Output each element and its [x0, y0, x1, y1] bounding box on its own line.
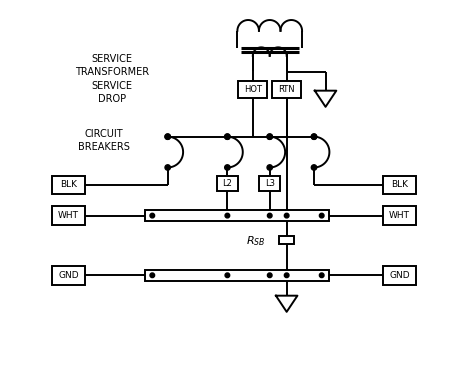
- Circle shape: [165, 134, 170, 139]
- Circle shape: [267, 165, 273, 170]
- Circle shape: [319, 213, 324, 218]
- Text: $R_{SB}$: $R_{SB}$: [246, 234, 266, 248]
- Text: L3: L3: [264, 179, 275, 188]
- Circle shape: [284, 273, 289, 278]
- Circle shape: [267, 134, 273, 139]
- Circle shape: [225, 165, 230, 170]
- Circle shape: [165, 134, 170, 139]
- Bar: [52, 266, 85, 285]
- Bar: [383, 266, 416, 285]
- Circle shape: [311, 165, 317, 170]
- Text: SERVICE
TRANSFORMER: SERVICE TRANSFORMER: [75, 54, 149, 77]
- Circle shape: [267, 134, 273, 139]
- Text: GND: GND: [389, 271, 410, 280]
- Text: CIRCUIT
BREAKERS: CIRCUIT BREAKERS: [78, 129, 130, 152]
- Circle shape: [225, 134, 230, 139]
- Bar: [272, 81, 301, 98]
- Circle shape: [311, 134, 317, 139]
- Bar: [383, 176, 416, 194]
- Bar: [217, 176, 238, 191]
- Circle shape: [225, 134, 230, 139]
- Circle shape: [267, 213, 272, 218]
- Bar: [52, 176, 85, 194]
- Text: BLK: BLK: [391, 180, 408, 189]
- Text: WHT: WHT: [389, 211, 410, 220]
- Bar: [145, 270, 329, 281]
- Circle shape: [150, 273, 155, 278]
- Circle shape: [311, 134, 317, 139]
- Circle shape: [267, 273, 272, 278]
- Text: BLK: BLK: [60, 180, 77, 189]
- Text: RTN: RTN: [278, 85, 295, 94]
- Bar: [238, 81, 267, 98]
- Bar: [52, 206, 85, 225]
- Text: GND: GND: [58, 271, 79, 280]
- Text: WHT: WHT: [58, 211, 79, 220]
- Circle shape: [225, 273, 230, 278]
- Bar: [259, 176, 280, 191]
- Bar: [383, 206, 416, 225]
- Text: HOT: HOT: [244, 85, 262, 94]
- Circle shape: [150, 213, 155, 218]
- Circle shape: [284, 213, 289, 218]
- Bar: [145, 210, 329, 221]
- Circle shape: [225, 213, 230, 218]
- Circle shape: [319, 273, 324, 278]
- Bar: [279, 236, 294, 244]
- Text: L2: L2: [222, 179, 232, 188]
- Text: SERVICE
DROP: SERVICE DROP: [91, 81, 132, 104]
- Circle shape: [165, 165, 170, 170]
